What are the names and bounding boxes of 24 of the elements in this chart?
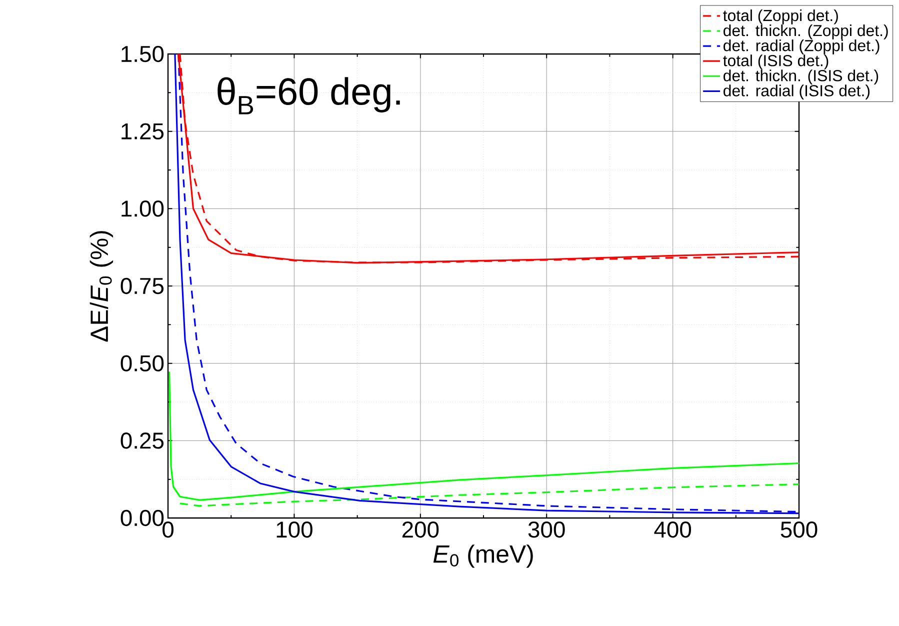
y-axis-title: ΔE/E$_{0}$ (%): [90, 231, 114, 342]
y-tick-label: 1.50: [122, 46, 164, 62]
x-tick-label: 500: [780, 522, 818, 538]
legend-label: det. thickn. (Zoppi det.): [724, 24, 888, 40]
y-tick-label: 0.00: [120, 510, 164, 526]
x-tick-label: 300: [528, 522, 565, 538]
y-tick-label: 0.75: [120, 278, 164, 294]
y-tick-label: 1.25: [122, 123, 164, 140]
y-tick-label: 0.25: [120, 432, 164, 449]
x-tick-label: 100: [276, 522, 312, 538]
legend-label: det. radial (Zoppi det.): [724, 40, 880, 54]
line-series: [168, 370, 800, 501]
legend-label: det. thickn. (ISIS det.): [724, 70, 878, 84]
legend-label: total (ISIS det.): [723, 54, 828, 70]
line-series: [179, 483, 800, 507]
legend-label: total (Zoppi det.): [723, 9, 838, 24]
x-tick-label: 200: [402, 522, 439, 538]
y-tick-label: 0.50: [120, 355, 164, 372]
x-axis-title: E$_{0}$ (meV): [433, 544, 533, 568]
x-tick-label: 0: [162, 522, 174, 538]
x-tick-label: 400: [654, 522, 692, 538]
annotation: θ$_{B}$=60 deg.: [218, 77, 400, 114]
legend-label: det. radial (ISIS det.): [724, 84, 870, 100]
y-tick-label: 1.00: [122, 200, 164, 217]
